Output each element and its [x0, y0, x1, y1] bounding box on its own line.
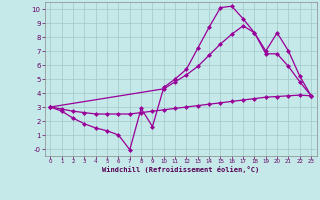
- X-axis label: Windchill (Refroidissement éolien,°C): Windchill (Refroidissement éolien,°C): [102, 166, 260, 173]
